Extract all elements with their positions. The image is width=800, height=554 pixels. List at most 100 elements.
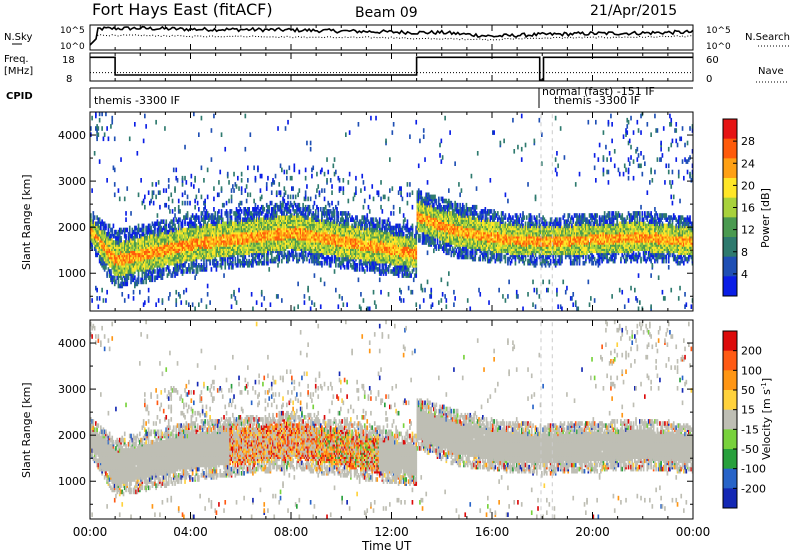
power-cell — [234, 256, 237, 262]
power-cell — [105, 298, 107, 303]
power-cell — [356, 263, 358, 268]
power-cell — [342, 190, 345, 195]
power-cell — [333, 157, 336, 162]
power-cell — [95, 111, 97, 117]
power-cell — [106, 126, 108, 131]
power-cell — [130, 279, 132, 285]
power-cell — [313, 302, 316, 307]
power-cell — [224, 265, 227, 270]
power-cell — [270, 252, 273, 258]
power-cell — [195, 194, 198, 200]
power-cell — [360, 292, 362, 297]
power-cell — [144, 113, 146, 119]
power-cell — [332, 163, 335, 169]
power-cell — [319, 304, 322, 309]
power-cell — [145, 229, 147, 235]
power-cell — [93, 221, 96, 227]
power-cell — [200, 194, 203, 200]
power-cell — [304, 167, 307, 173]
power-cell — [247, 178, 249, 183]
power-cell — [157, 231, 160, 237]
power-cell — [147, 223, 150, 229]
power-cell — [335, 287, 337, 293]
power-cell — [283, 169, 286, 175]
power-cell — [277, 126, 279, 131]
power-cell — [167, 184, 170, 189]
power-cell — [137, 192, 140, 198]
power-cell — [135, 231, 137, 237]
power-cell — [152, 190, 155, 195]
power-cell — [98, 258, 101, 264]
power-cell — [273, 180, 276, 185]
power-cell — [183, 269, 185, 274]
power-cell — [308, 258, 311, 264]
nsearch-tick-bottom: 10^0 — [706, 42, 731, 52]
power-cell — [200, 115, 203, 121]
power-cell — [360, 306, 362, 312]
power-cell — [125, 217, 127, 222]
power-cell — [366, 223, 369, 229]
power-cell — [137, 275, 140, 280]
power-cell — [223, 202, 225, 208]
power-cell — [90, 126, 92, 131]
power-cell — [118, 283, 121, 289]
power-cell — [98, 225, 101, 231]
power-cell — [150, 275, 152, 280]
power-cell — [112, 275, 115, 280]
power-cell — [291, 175, 293, 181]
power-cell — [220, 132, 223, 137]
power-cell — [338, 294, 341, 299]
power-cell — [366, 267, 369, 272]
power-cell — [120, 281, 122, 287]
power-cell — [141, 269, 144, 274]
power-cell — [324, 204, 327, 210]
power-cell — [368, 306, 371, 312]
power-cell — [102, 265, 105, 270]
power-cell — [113, 182, 116, 187]
power-cell — [179, 209, 181, 214]
power-cell — [113, 167, 116, 173]
power-cell — [373, 300, 376, 305]
power-cell — [112, 240, 115, 245]
power-cell — [156, 267, 159, 272]
power-cell — [102, 298, 105, 303]
power-cell — [116, 236, 119, 241]
nsky-tick-top: 10^5 — [60, 26, 85, 36]
power-cell — [203, 260, 205, 266]
power-cell — [165, 225, 168, 231]
power-cell — [218, 209, 220, 214]
power-cell — [102, 229, 105, 235]
power-cell — [95, 248, 97, 254]
power-cell — [117, 236, 120, 241]
power-cell — [247, 192, 249, 198]
power-cell — [323, 188, 326, 193]
power-cell — [298, 188, 301, 193]
power-cell — [329, 178, 332, 183]
power-cell — [162, 271, 165, 276]
power-cell — [157, 269, 160, 274]
power-cell — [125, 273, 127, 278]
power-cell — [281, 298, 283, 303]
power-cell — [337, 211, 340, 216]
power-cell — [358, 267, 361, 272]
power-cell — [128, 225, 131, 231]
nave-label: Nave — [758, 66, 784, 77]
power-cell — [248, 207, 250, 212]
power-cell — [116, 231, 119, 237]
power-cell — [224, 146, 227, 152]
power-cell — [95, 221, 97, 227]
power-cell — [156, 231, 159, 237]
power-cell — [218, 192, 220, 198]
power-cell — [204, 198, 206, 204]
power-cell — [165, 219, 168, 224]
power-cell — [95, 244, 97, 249]
power-cell — [106, 231, 108, 237]
power-cell — [368, 209, 371, 214]
power-cell — [265, 182, 268, 187]
power-cell — [292, 194, 294, 200]
power-cell — [366, 213, 369, 218]
power-cell — [218, 180, 220, 185]
power-cell — [333, 215, 336, 220]
power-cell — [123, 240, 126, 245]
